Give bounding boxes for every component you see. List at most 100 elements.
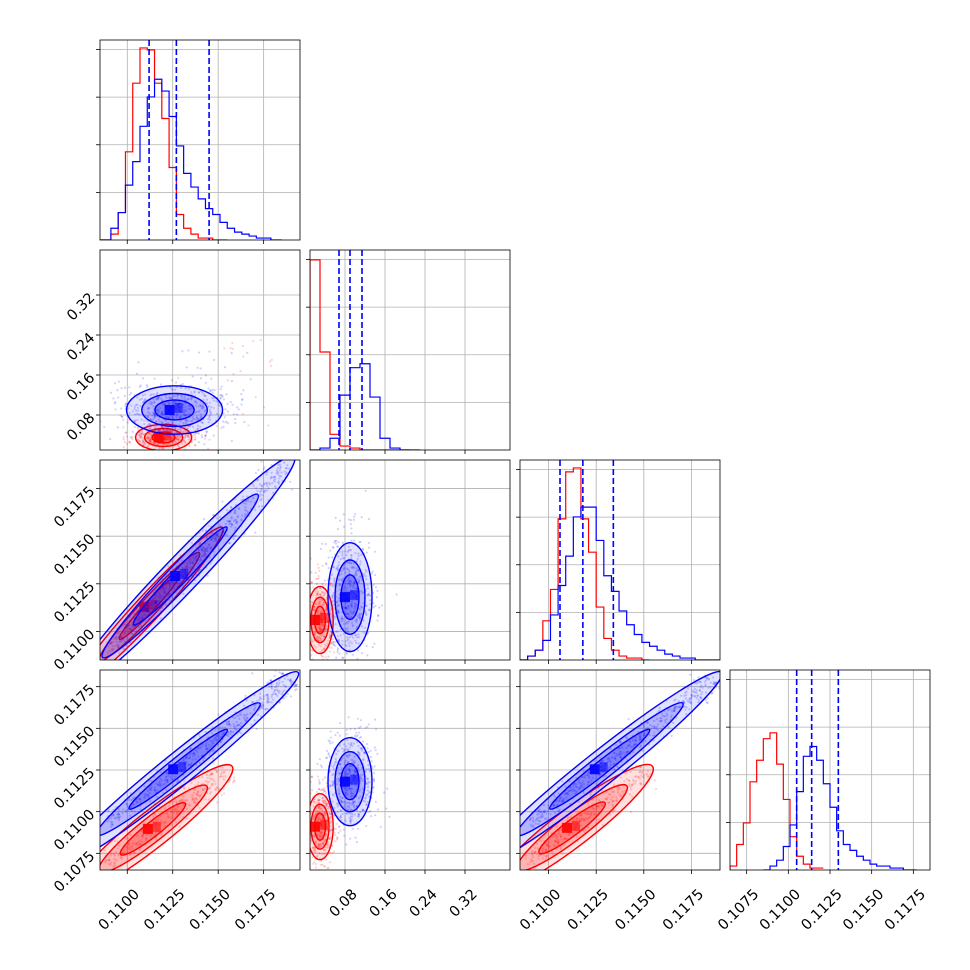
scatter-point-red [221, 775, 225, 778]
scatter-point-blue [557, 810, 560, 813]
scatter-point-red [131, 842, 134, 845]
scatter-point-red [314, 590, 317, 593]
scatter-point-blue [175, 564, 178, 568]
scatter-point-blue [143, 607, 147, 610]
scatter-point-red [123, 632, 126, 635]
scatter-point-blue [138, 436, 142, 439]
scatter-point-blue [133, 420, 137, 423]
scatter-point-red [145, 837, 148, 840]
scatter-point-blue [368, 608, 371, 611]
scatter-point-blue [263, 482, 266, 485]
scatter-point-red [184, 442, 187, 445]
scatter-point-blue [181, 350, 184, 353]
scatter-point-blue [565, 791, 568, 795]
scatter-point-blue [155, 795, 159, 799]
scatter-point-red [317, 817, 320, 820]
scatter-point-blue [140, 397, 143, 400]
scatter-point-blue [350, 621, 354, 625]
scatter-point-blue [217, 415, 220, 418]
scatter-point-blue [257, 478, 260, 481]
scatter-point-red [319, 807, 322, 810]
scatter-point-blue [276, 466, 280, 470]
scatter-point-red [637, 775, 640, 779]
scatter-point-blue [268, 483, 272, 486]
density-core-red [562, 822, 573, 833]
scatter-point-red [606, 798, 609, 801]
scatter-point-blue [340, 617, 343, 621]
scatter-point-blue [344, 807, 348, 810]
scatter-point-blue [194, 411, 197, 414]
scatter-point-red [611, 800, 614, 803]
scatter-point-blue [168, 402, 171, 405]
scatter-point-blue [192, 417, 195, 420]
scatter-point-red [167, 588, 171, 591]
scatter-point-blue [126, 809, 130, 812]
scatter-point-blue [357, 636, 360, 639]
scatter-point-blue [191, 415, 194, 418]
scatter-point-red [304, 614, 306, 616]
scatter-point-red [324, 834, 327, 837]
scatter-point-red [127, 842, 130, 845]
scatter-point-red [321, 816, 324, 820]
scatter-point-blue [289, 695, 293, 698]
scatter-point-blue [167, 421, 170, 424]
scatter-point-blue [219, 394, 222, 397]
scatter-point-blue [275, 683, 278, 686]
scatter-point-red [117, 631, 120, 634]
scatter-point-blue [366, 785, 370, 788]
scatter-point-blue [350, 604, 353, 608]
scatter-panel-p2-p3 [520, 670, 720, 870]
scatter-point-blue [208, 746, 211, 749]
scatter-point-blue [341, 757, 344, 760]
scatter-point-blue [169, 581, 172, 584]
scatter-point-red [126, 837, 130, 840]
scatter-point-blue [351, 653, 354, 656]
scatter-point-blue [323, 593, 326, 597]
scatter-point-blue [187, 757, 190, 760]
scatter-point-red [319, 627, 322, 631]
scatter-point-blue [351, 759, 354, 762]
scatter-point-red [319, 593, 322, 596]
scatter-point-red [109, 642, 113, 645]
scatter-point-blue [212, 399, 215, 402]
scatter-point-blue [146, 415, 149, 418]
scatter-point-blue [236, 514, 240, 518]
scatter-point-blue [274, 693, 277, 696]
scatter-point-blue [343, 748, 346, 751]
scatter-point-blue [278, 463, 282, 466]
scatter-point-blue [238, 717, 241, 720]
scatter-point-blue [137, 413, 140, 416]
scatter-point-blue [331, 782, 335, 785]
scatter-point-blue [327, 752, 330, 755]
scatter-point-blue [243, 714, 246, 717]
scatter-point-blue [195, 763, 198, 767]
scatter-point-red [187, 438, 191, 441]
scatter-point-red [579, 824, 583, 827]
scatter-point-red [126, 846, 130, 849]
scatter-point-blue [205, 742, 208, 745]
scatter-point-blue [138, 615, 141, 618]
scatter-point-blue [337, 603, 340, 606]
scatter-point-blue [364, 797, 367, 800]
scatter-point-red [324, 628, 327, 631]
scatter-point-blue [160, 454, 162, 456]
scatter-point-blue [161, 412, 164, 415]
scatter-point-red [582, 819, 585, 822]
scatter-point-blue [351, 812, 354, 816]
scatter-point-red [207, 781, 211, 784]
scatter-point-blue [147, 415, 150, 418]
scatter-point-blue [208, 556, 211, 559]
scatter-point-red [131, 846, 134, 850]
scatter-point-blue [373, 573, 377, 577]
scatter-point-blue [347, 518, 351, 521]
scatter-point-red [146, 445, 149, 448]
scatter-point-red [151, 816, 155, 819]
scatter-point-blue [150, 401, 153, 404]
scatter-point-red [318, 603, 321, 606]
scatter-point-blue [203, 756, 206, 760]
scatter-point-red [639, 782, 642, 785]
scatter-point-blue [157, 409, 160, 413]
scatter-point-red [313, 608, 316, 611]
scatter-point-blue [174, 423, 178, 426]
scatter-point-red [200, 548, 204, 551]
